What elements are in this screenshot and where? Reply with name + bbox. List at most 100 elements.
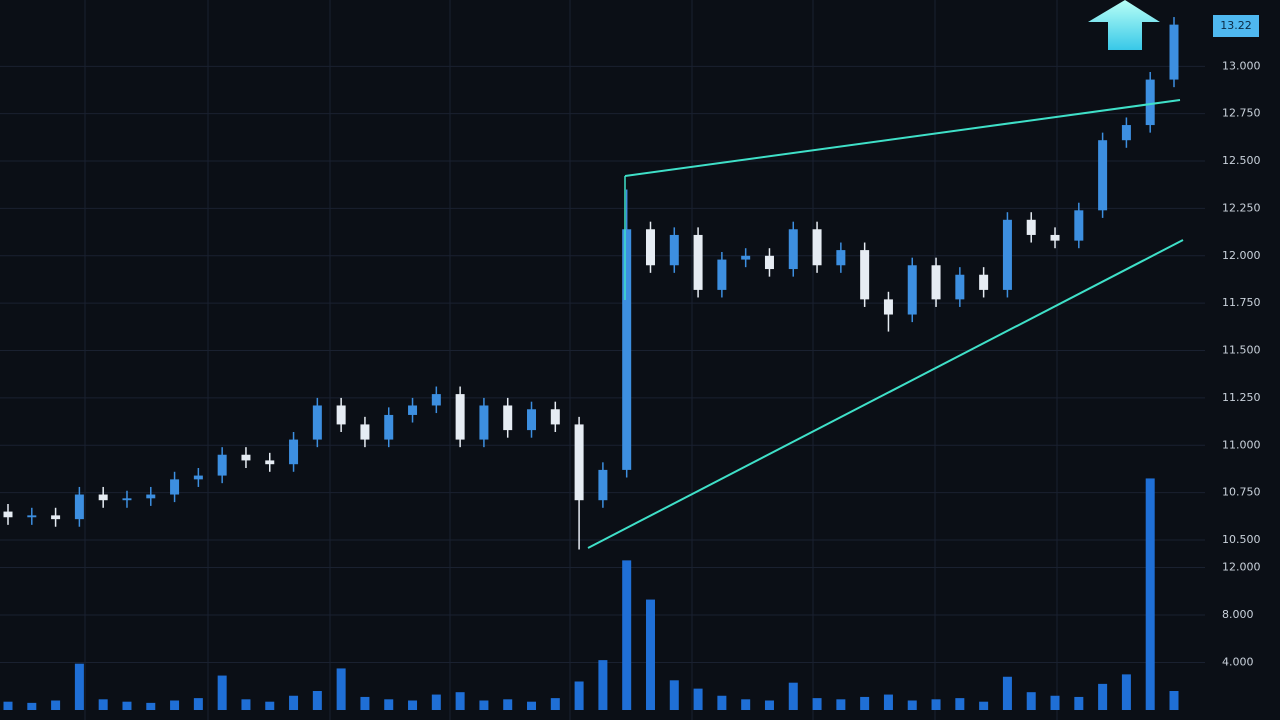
volume-bar [51,700,61,710]
candle-body [1098,140,1108,211]
volume-bar [360,696,370,710]
volume-bar [170,700,180,710]
candle-body [1121,125,1131,141]
y-tick-label: 10.500 [1222,533,1261,546]
candle-body [955,274,965,300]
trend-line [624,99,1181,177]
y2-tick-label: 12.000 [1222,561,1261,574]
volume-bar [860,696,870,710]
candle-body [289,439,299,465]
volume-bar [265,701,275,710]
volume-bar [241,699,251,710]
volume-bar [717,695,727,710]
candle-body [645,229,655,266]
volume-bar [27,702,37,710]
volume-bar [574,681,584,710]
candle-body [693,234,703,290]
volume-bar [1121,674,1131,710]
candle-body [193,475,203,480]
y-tick-label: 11.750 [1222,296,1261,309]
volume-bar [431,694,441,710]
vertical-grid [84,0,1058,720]
plot: 13.000 12.750 12.500 12.250 12.000 11.750 11.5… [0,17,1261,710]
volume-bar [598,660,608,710]
volume-bar [883,694,893,710]
candle-body [27,515,37,518]
candle-body [360,424,370,440]
volume-bar [836,699,846,710]
candle-body [265,460,275,465]
volume-bar [3,701,13,710]
volume-bar [193,698,203,710]
candle-body [503,405,513,431]
candle-body [217,454,227,476]
candle-body [170,479,180,495]
y2-tick-label: 8.000 [1222,608,1254,621]
volume-bar [527,701,537,710]
candle-body [669,234,679,266]
candle-body [1169,24,1179,80]
candle-body [883,299,893,315]
candle-body [384,414,394,440]
candle-body [741,255,751,260]
volume-bar [1145,478,1155,710]
candle-body [979,274,989,290]
volume-bar [979,701,989,710]
y2-tick-label: 4.000 [1222,656,1254,669]
candle-body [1145,79,1155,126]
volume-bar [408,700,418,710]
volume-bar [788,682,798,710]
y-tick-label: 12.750 [1222,107,1261,120]
candle-body [431,394,441,406]
candle-body [931,265,941,300]
price-tag [1213,15,1259,37]
y-tick-label: 10.750 [1222,486,1261,499]
volume-bar [455,692,465,710]
candle-body [598,469,608,501]
candle-body [455,394,465,440]
y-tick-label: 11.000 [1222,438,1261,451]
volume-bar [645,599,655,710]
trend-line [587,239,1184,549]
candle-body [860,250,870,300]
volume-bar [74,663,84,710]
volume-bar [669,680,679,710]
y-tick-label: 12.500 [1222,154,1261,167]
volume-bar [217,675,227,710]
volume-bar [1002,676,1012,710]
volume-bar [122,701,132,710]
volume-bar [693,688,703,710]
volume-bar [146,702,156,710]
candle-body [312,405,322,440]
volume-bar [1050,695,1060,710]
candle-body [479,405,489,440]
candle-body [550,409,560,425]
y-tick-label: 11.250 [1222,391,1261,404]
volume-bar [503,699,513,710]
y-tick-label: 11.500 [1222,344,1261,357]
y-tick-label: 12.250 [1222,201,1261,214]
candle-body [788,229,798,270]
volume-bar [812,698,822,710]
candle-body [3,511,13,518]
volume-bar [550,698,560,710]
volume-bar [312,691,322,710]
volume-bar [741,699,751,710]
price-tag-label: 13.22 [1220,19,1252,32]
y-tick-label: 13.000 [1222,59,1261,72]
candle-body [1050,234,1060,241]
volume-bar [336,668,346,710]
volume-bar [1074,696,1084,710]
volume-bar [1026,692,1036,710]
volume-bar [907,700,917,710]
candle-body [98,494,108,501]
candle-body [764,255,774,270]
candle-body [74,494,84,520]
candle-body [51,515,61,520]
candle-body [574,424,584,501]
candle-body [241,454,251,461]
volume-bar [289,695,299,710]
candle-body [146,494,156,499]
candle-body [717,259,727,290]
